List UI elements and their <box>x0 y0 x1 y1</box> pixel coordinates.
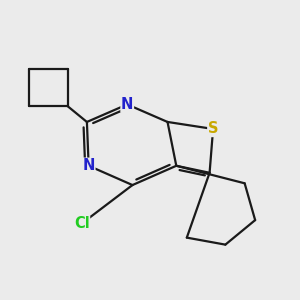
Text: Cl: Cl <box>74 216 89 231</box>
Text: S: S <box>208 122 218 136</box>
Text: N: N <box>121 97 134 112</box>
Text: N: N <box>82 158 95 173</box>
